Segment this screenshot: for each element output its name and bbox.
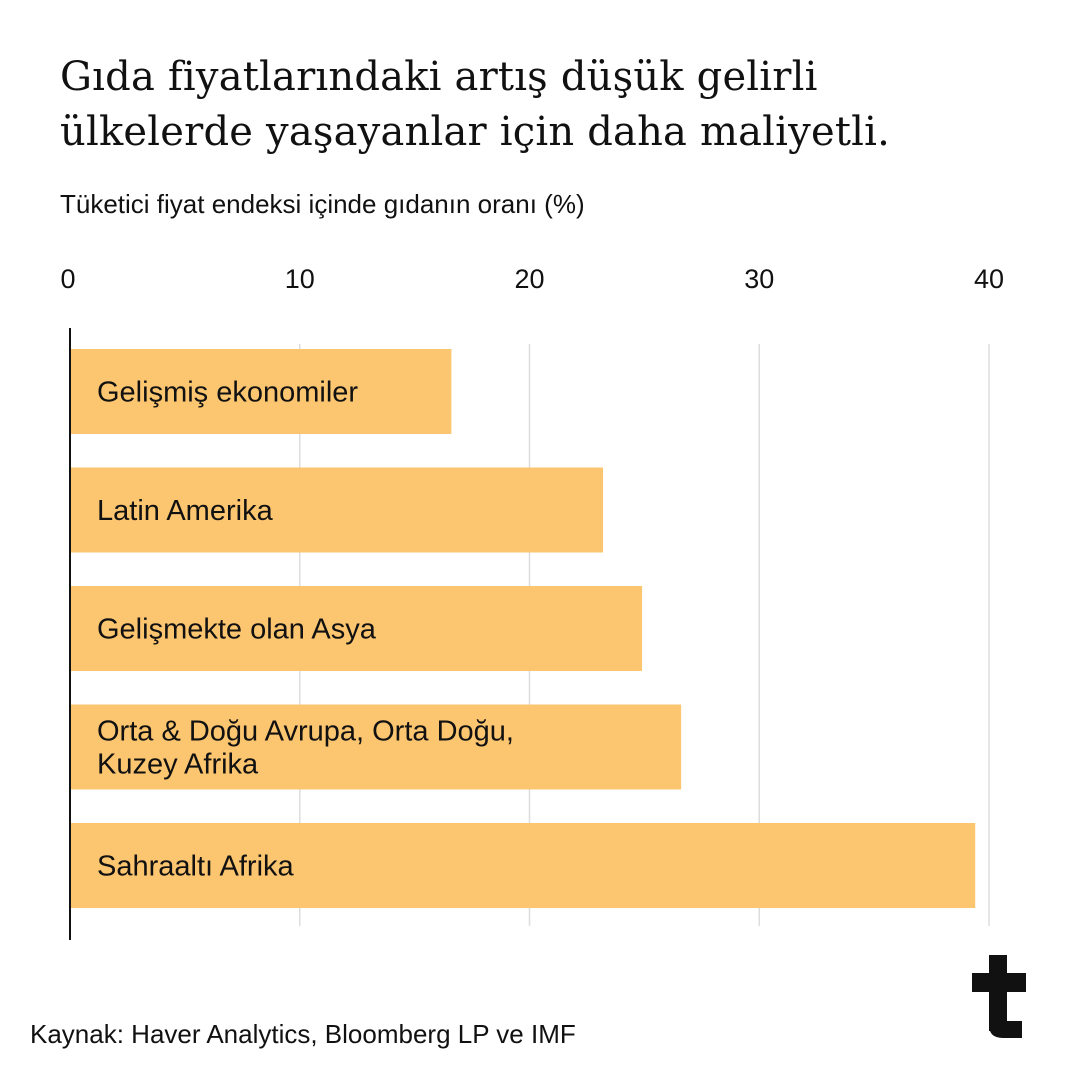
bar-label-3: Gelişmekte olan Asya bbox=[97, 614, 377, 646]
bar-label-1: Gelişmiş ekonomiler bbox=[97, 377, 358, 409]
bar-label-4-line-1: Orta & Doğu Avrupa, Orta Doğu, bbox=[97, 716, 514, 748]
bar-label-5: Sahraaltı Afrika bbox=[97, 851, 295, 883]
bar-3 bbox=[70, 586, 643, 671]
chart-title: Gıda fiyatlarındaki artış düşük gelirli … bbox=[60, 50, 1060, 160]
chart-subtitle: Tüketici fiyat endeksi içinde gıdanın or… bbox=[60, 189, 585, 219]
source-note: Kaynak: Haver Analytics, Bloomberg LP ve… bbox=[30, 1019, 576, 1049]
bar-5 bbox=[70, 823, 976, 908]
x-tick-label-30: 30 bbox=[744, 264, 774, 294]
bar-4 bbox=[70, 704, 682, 790]
chart-title-line-1: Gıda fiyatlarındaki artış düşük gelirli bbox=[60, 54, 818, 100]
logo-icon bbox=[972, 955, 1026, 1038]
bar-2 bbox=[70, 467, 604, 553]
x-tick-label-10: 10 bbox=[285, 264, 315, 294]
bar-1 bbox=[70, 349, 452, 434]
x-tick-label-20: 20 bbox=[514, 264, 544, 294]
bar-label-2: Latin Amerika bbox=[97, 495, 274, 527]
bar-label-4-line-2: Kuzey Afrika bbox=[97, 749, 259, 781]
bars: Gelişmiş ekonomiler Latin Amerika Gelişmek… bbox=[70, 349, 976, 908]
x-axis-ticks: 0 10 20 30 40 bbox=[60, 264, 1004, 294]
x-tick-label-0: 0 bbox=[60, 264, 75, 294]
chart-title-line-2: ülkelerde yaşayanlar için daha maliyetli… bbox=[60, 109, 890, 155]
x-tick-label-40: 40 bbox=[974, 264, 1004, 294]
